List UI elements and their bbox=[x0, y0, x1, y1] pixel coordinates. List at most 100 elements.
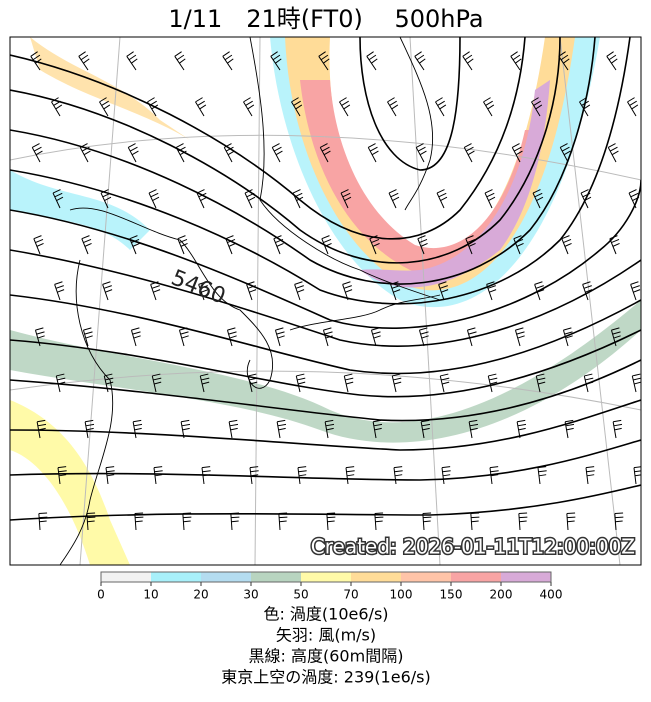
wind-barb bbox=[342, 281, 353, 301]
colorbar-segment bbox=[501, 572, 551, 582]
barb-shaft bbox=[484, 189, 496, 209]
barb-shaft bbox=[465, 235, 476, 255]
barb-shaft bbox=[441, 466, 451, 485]
wind-barb bbox=[292, 189, 304, 209]
wind-barb bbox=[30, 51, 42, 71]
barb-shaft bbox=[153, 466, 163, 485]
wind-barb bbox=[415, 143, 427, 163]
barb-shaft bbox=[391, 373, 402, 393]
barb-shaft bbox=[390, 281, 401, 301]
wind-barb bbox=[366, 51, 378, 71]
barb-shaft bbox=[276, 419, 287, 439]
barb-shaft bbox=[79, 143, 91, 163]
barb-shaft bbox=[564, 419, 575, 439]
wind-barb bbox=[319, 143, 331, 163]
title: 1/11 21時(FT0) 500hPa bbox=[168, 5, 483, 33]
wind-barb bbox=[627, 97, 639, 117]
wind-barb bbox=[562, 327, 573, 347]
wind-barb bbox=[247, 373, 258, 393]
wind-barb bbox=[79, 143, 91, 163]
wind-barb bbox=[417, 235, 428, 255]
colorbar-tick-label: 70 bbox=[343, 588, 358, 602]
wind-barb bbox=[483, 97, 495, 117]
wind-barb bbox=[276, 419, 287, 439]
barb-shaft bbox=[199, 373, 210, 393]
barb-shaft bbox=[278, 512, 288, 531]
wind-barb bbox=[630, 281, 641, 301]
barb-shaft bbox=[195, 97, 207, 117]
barb-shaft bbox=[150, 281, 161, 301]
barb-shaft bbox=[249, 466, 259, 485]
barb-shaft bbox=[462, 51, 474, 71]
barb-shaft bbox=[631, 373, 641, 393]
wind-barb bbox=[340, 189, 352, 209]
barb-shaft bbox=[387, 97, 399, 117]
map: 5460 Created: 2026-01-11T12:00:00Z bbox=[10, 37, 641, 565]
wind-barb bbox=[607, 143, 619, 163]
wind-barb bbox=[177, 235, 188, 255]
colorbar: 0 10 20 30 50 70 100 150 200 400 bbox=[97, 571, 562, 602]
barb-shaft bbox=[582, 281, 593, 301]
wind-barb bbox=[345, 466, 355, 485]
wind-barb bbox=[462, 51, 474, 71]
barb-shaft bbox=[559, 143, 571, 163]
wind-barb bbox=[198, 281, 209, 301]
wind-barb bbox=[84, 419, 95, 439]
wind-barb bbox=[422, 512, 432, 531]
barb-shaft bbox=[566, 512, 576, 531]
barb-shaft bbox=[81, 235, 92, 255]
legend-line: 東京上空の渦度: 239(1e6/s) bbox=[221, 668, 430, 687]
colorbar-tick-label: 100 bbox=[390, 588, 413, 602]
wind-barb bbox=[52, 189, 64, 209]
barb-shaft bbox=[82, 327, 93, 347]
barb-shaft bbox=[222, 51, 234, 71]
barb-shaft bbox=[244, 189, 256, 209]
wind-barb bbox=[297, 466, 307, 485]
wind-barb bbox=[388, 189, 400, 209]
barb-shaft bbox=[99, 97, 111, 117]
barb-shaft bbox=[126, 51, 138, 71]
barb-shaft bbox=[342, 281, 353, 301]
wind-barb bbox=[82, 327, 93, 347]
wind-barb bbox=[294, 281, 305, 301]
barb-shaft bbox=[367, 143, 379, 163]
barb-shaft bbox=[388, 189, 400, 209]
barb-shaft bbox=[297, 466, 307, 485]
barb-shaft bbox=[103, 373, 114, 393]
wind-barb bbox=[463, 143, 475, 163]
wind-barb bbox=[514, 327, 525, 347]
wind-barb bbox=[243, 97, 255, 117]
wind-barb bbox=[226, 327, 237, 347]
wind-barb bbox=[393, 466, 403, 485]
colorbar-segment bbox=[251, 572, 301, 582]
barb-shaft bbox=[628, 189, 640, 209]
wind-barb bbox=[510, 51, 522, 71]
wind-barb bbox=[489, 466, 499, 485]
wind-barb bbox=[580, 189, 592, 209]
barb-shaft bbox=[147, 97, 159, 117]
barb-shaft bbox=[78, 51, 90, 71]
barb-shaft bbox=[415, 143, 427, 163]
barb-shaft bbox=[414, 51, 426, 71]
colorbar-tick-label: 200 bbox=[490, 588, 513, 602]
legend-line: 矢羽: 風(m/s) bbox=[276, 626, 376, 645]
barb-shaft bbox=[291, 97, 303, 117]
colorbar-segment bbox=[401, 572, 451, 582]
wind-barb bbox=[291, 97, 303, 117]
barb-shaft bbox=[511, 143, 523, 163]
colorbar-segment bbox=[151, 572, 201, 582]
wind-barb bbox=[614, 512, 624, 531]
barb-shaft bbox=[182, 512, 192, 531]
barb-shaft bbox=[372, 419, 383, 439]
barb-shaft bbox=[198, 281, 209, 301]
barb-shaft bbox=[246, 281, 257, 301]
barb-shaft bbox=[558, 51, 570, 71]
barb-shaft bbox=[274, 327, 285, 347]
wind-barb bbox=[633, 466, 641, 485]
wind-barb bbox=[178, 327, 189, 347]
wind-barb bbox=[134, 512, 144, 531]
legend-line: 色: 渦度(10e6/s) bbox=[263, 605, 388, 624]
wind-barb bbox=[468, 419, 479, 439]
wind-barb bbox=[465, 235, 476, 255]
barb-shaft bbox=[537, 466, 547, 485]
